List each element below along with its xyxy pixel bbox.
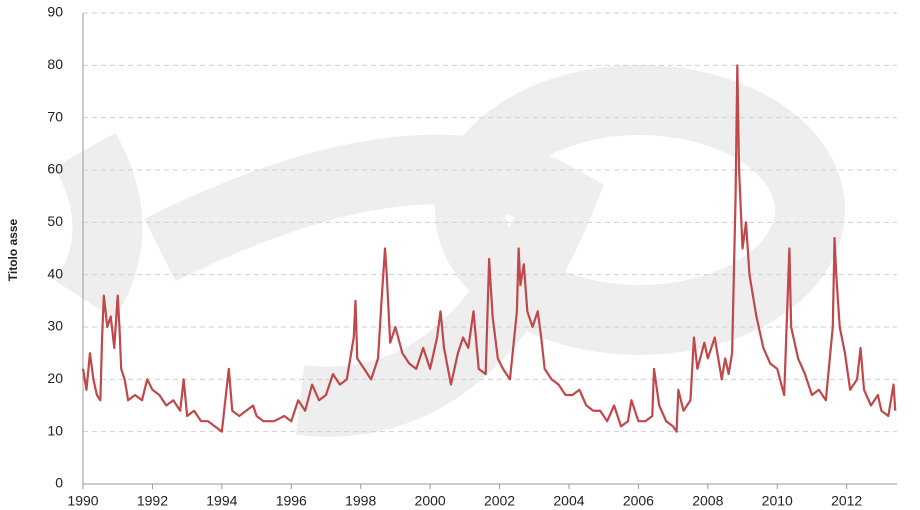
x-tick-label: 2012 [831,493,862,509]
y-tick-label: 50 [47,213,63,229]
line-series [81,64,897,433]
y-tick-label: 40 [47,265,63,281]
y-tick-label: 80 [47,56,63,72]
y-tick-label: 70 [47,108,63,124]
y-axis-label: Titolo asse [6,218,20,281]
x-tick-label: 2002 [484,493,515,509]
watermark [54,65,845,437]
y-tick-label: 0 [55,475,63,491]
y-tick-label: 60 [47,161,63,177]
x-tick-label: 1994 [206,493,237,509]
y-tick-label: 90 [47,4,63,20]
x-tick-label: 1998 [345,493,376,509]
y-tick-label: 30 [47,318,63,334]
x-tick-label: 1996 [276,493,307,509]
x-tick-label: 2010 [762,493,793,509]
x-tick-label: 2000 [415,493,446,509]
x-tick-label: 2008 [692,493,723,509]
y-tick-label: 20 [47,370,63,386]
x-tick-label: 1992 [137,493,168,509]
x-tick-label: 1990 [67,493,98,509]
y-tick-label: 10 [47,422,63,438]
x-tick-label: 2006 [623,493,654,509]
x-tick-label: 2004 [553,493,584,509]
